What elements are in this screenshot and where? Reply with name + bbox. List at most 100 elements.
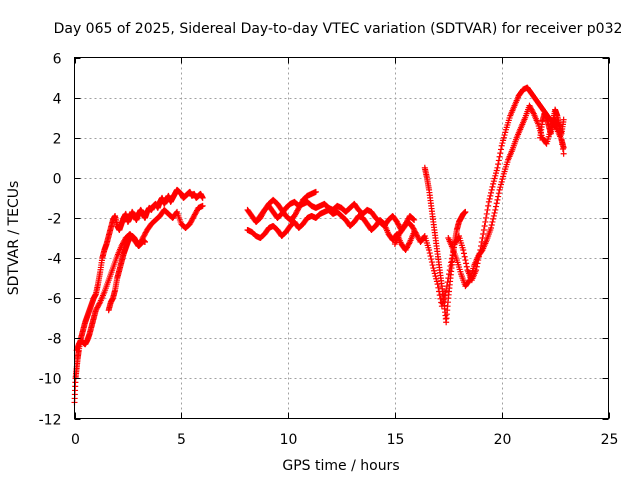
data-point bbox=[493, 170, 500, 177]
data-point bbox=[480, 230, 487, 237]
data-point bbox=[560, 144, 567, 151]
data-point bbox=[492, 172, 499, 179]
tick-layer: 0 5 10 15 20 25 -12 -10 -8 -6 -4 -2 0 2 4 6 bbox=[39, 52, 619, 449]
data-point bbox=[493, 203, 500, 210]
data-point bbox=[488, 224, 495, 231]
y-tick-label: -2 bbox=[48, 212, 62, 228]
series-segment-5 bbox=[244, 206, 418, 254]
data-point bbox=[497, 181, 504, 188]
y-axis-title: SDTVAR / TECUs bbox=[6, 181, 22, 296]
data-point bbox=[410, 216, 417, 223]
data-point bbox=[435, 284, 442, 291]
y-tick-label: -4 bbox=[48, 252, 62, 268]
data-point bbox=[465, 278, 472, 285]
data-point bbox=[500, 173, 507, 180]
data-point bbox=[460, 247, 467, 254]
data-point bbox=[460, 250, 467, 257]
data-point bbox=[428, 259, 435, 266]
data-point bbox=[462, 208, 469, 215]
data-point bbox=[406, 240, 413, 247]
data-point bbox=[493, 200, 500, 207]
data-point bbox=[502, 129, 509, 136]
data-point bbox=[428, 256, 435, 263]
data-point bbox=[490, 212, 497, 219]
data-point bbox=[426, 247, 433, 254]
y-tick-label: -12 bbox=[39, 413, 62, 429]
data-point bbox=[494, 196, 501, 203]
x-tick-label: 5 bbox=[177, 432, 186, 448]
data-point bbox=[495, 161, 502, 168]
y-tick-label: 4 bbox=[53, 92, 62, 108]
data-point bbox=[497, 184, 504, 191]
data-point bbox=[495, 157, 502, 164]
series-segment-1 bbox=[71, 186, 206, 406]
data-point bbox=[429, 262, 436, 269]
data-point bbox=[488, 189, 495, 196]
data-point bbox=[530, 109, 537, 116]
data-layer bbox=[71, 84, 567, 406]
data-point bbox=[495, 190, 502, 197]
y-tick-label: -8 bbox=[48, 332, 62, 348]
data-point bbox=[426, 250, 433, 257]
data-point bbox=[430, 265, 437, 272]
data-point bbox=[486, 195, 493, 202]
data-point bbox=[431, 270, 438, 277]
data-point bbox=[462, 257, 469, 264]
data-point bbox=[433, 275, 440, 282]
data-point bbox=[199, 194, 206, 201]
data-point bbox=[501, 132, 508, 139]
data-point bbox=[485, 202, 492, 209]
data-point bbox=[96, 300, 103, 307]
y-tick-label: -6 bbox=[48, 292, 62, 308]
data-point bbox=[482, 218, 489, 225]
data-point bbox=[427, 253, 434, 260]
data-point bbox=[411, 216, 418, 223]
x-tick-label: 15 bbox=[387, 432, 405, 448]
series-segment-3 bbox=[105, 232, 148, 314]
data-point bbox=[499, 140, 506, 147]
data-point bbox=[488, 221, 495, 228]
data-point bbox=[489, 183, 496, 190]
data-point bbox=[141, 239, 148, 246]
data-point bbox=[558, 136, 565, 143]
data-point bbox=[463, 260, 470, 267]
data-point bbox=[431, 267, 438, 274]
data-point bbox=[500, 134, 507, 141]
data-point bbox=[560, 116, 567, 123]
data-point bbox=[496, 153, 503, 160]
series-segment-6 bbox=[253, 188, 319, 225]
data-point bbox=[433, 278, 440, 285]
data-point bbox=[489, 218, 496, 225]
data-point bbox=[559, 146, 566, 153]
data-point bbox=[481, 222, 488, 229]
data-point bbox=[560, 150, 567, 157]
data-point bbox=[499, 176, 506, 183]
data-point bbox=[485, 198, 492, 205]
x-tick-label: 25 bbox=[601, 432, 619, 448]
data-point bbox=[496, 186, 503, 193]
data-point bbox=[312, 188, 319, 195]
data-point bbox=[432, 273, 439, 280]
data-point bbox=[498, 142, 505, 149]
data-point bbox=[480, 226, 487, 233]
data-point bbox=[483, 214, 490, 221]
data-point bbox=[483, 210, 490, 217]
data-point bbox=[497, 150, 504, 157]
x-tick-label: 10 bbox=[280, 432, 298, 448]
data-point bbox=[492, 206, 499, 213]
data-point bbox=[487, 192, 494, 199]
x-tick-label: 0 bbox=[71, 432, 80, 448]
data-point bbox=[497, 146, 504, 153]
series-segment-7 bbox=[391, 84, 567, 310]
data-point bbox=[463, 263, 470, 270]
data-point bbox=[559, 141, 566, 148]
data-point bbox=[490, 215, 497, 222]
data-point bbox=[494, 164, 501, 171]
data-point bbox=[490, 180, 497, 187]
data-point bbox=[443, 287, 450, 294]
x-tick-label: 20 bbox=[494, 432, 512, 448]
grid-layer bbox=[74, 57, 609, 419]
data-point bbox=[493, 167, 500, 174]
x-axis-title: GPS time / hours bbox=[282, 458, 399, 474]
